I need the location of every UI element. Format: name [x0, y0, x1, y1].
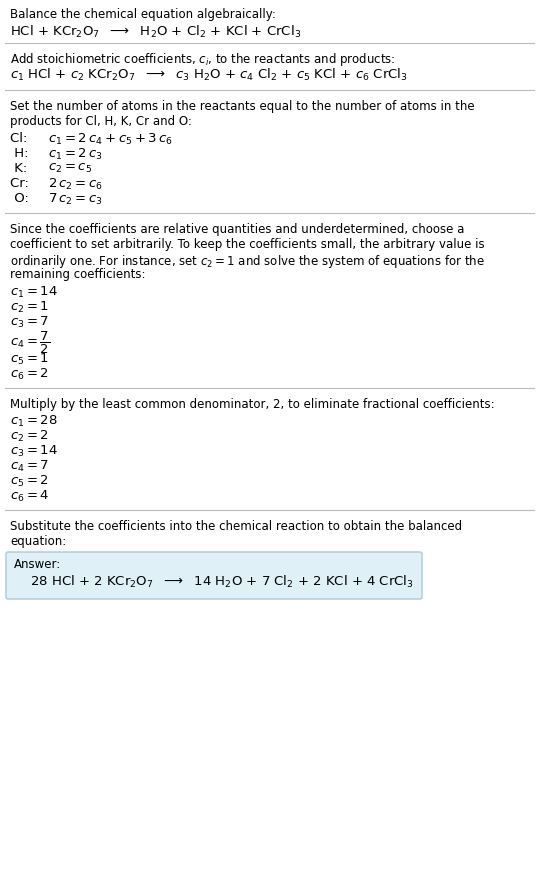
- Text: Answer:: Answer:: [14, 558, 61, 571]
- Text: $c_2 = 2$: $c_2 = 2$: [10, 429, 49, 444]
- Text: O:: O:: [10, 192, 37, 205]
- Text: $c_1 = 28$: $c_1 = 28$: [10, 414, 58, 429]
- Text: $7\,c_2 = c_3$: $7\,c_2 = c_3$: [48, 192, 103, 208]
- Text: equation:: equation:: [10, 535, 66, 548]
- Text: $c_2 = 1$: $c_2 = 1$: [10, 300, 49, 315]
- Text: Multiply by the least common denominator, 2, to eliminate fractional coefficient: Multiply by the least common denominator…: [10, 398, 495, 411]
- Text: $c_1$ HCl + $c_2$ KCr$_2$O$_7$  $\longrightarrow$  $c_3$ H$_2$O + $c_4$ Cl$_2$ +: $c_1$ HCl + $c_2$ KCr$_2$O$_7$ $\longrig…: [10, 67, 407, 83]
- Text: $c_2 = c_5$: $c_2 = c_5$: [48, 162, 92, 175]
- Text: Since the coefficients are relative quantities and underdetermined, choose a: Since the coefficients are relative quan…: [10, 223, 465, 236]
- Text: $c_6 = 4$: $c_6 = 4$: [10, 489, 50, 504]
- Text: 28 HCl + 2 KCr$_2$O$_7$  $\longrightarrow$  14 H$_2$O + 7 Cl$_2$ + 2 KCl + 4 CrC: 28 HCl + 2 KCr$_2$O$_7$ $\longrightarrow…: [30, 574, 414, 590]
- Text: $c_4 = \dfrac{7}{2}$: $c_4 = \dfrac{7}{2}$: [10, 330, 50, 356]
- Text: Add stoichiometric coefficients, $c_i$, to the reactants and products:: Add stoichiometric coefficients, $c_i$, …: [10, 51, 396, 68]
- Text: HCl + KCr$_2$O$_7$  $\longrightarrow$  H$_2$O + Cl$_2$ + KCl + CrCl$_3$: HCl + KCr$_2$O$_7$ $\longrightarrow$ H$_…: [10, 24, 301, 40]
- Text: $c_5 = 1$: $c_5 = 1$: [10, 352, 49, 367]
- Text: ordinarily one. For instance, set $c_2 = 1$ and solve the system of equations fo: ordinarily one. For instance, set $c_2 =…: [10, 253, 485, 270]
- Text: remaining coefficients:: remaining coefficients:: [10, 268, 146, 281]
- Text: $c_6 = 2$: $c_6 = 2$: [10, 367, 49, 382]
- Text: Cr:: Cr:: [10, 177, 37, 190]
- Text: Substitute the coefficients into the chemical reaction to obtain the balanced: Substitute the coefficients into the che…: [10, 520, 462, 533]
- Text: $c_1 = 2\,c_3$: $c_1 = 2\,c_3$: [48, 147, 103, 162]
- Text: coefficient to set arbitrarily. To keep the coefficients small, the arbitrary va: coefficient to set arbitrarily. To keep …: [10, 238, 485, 251]
- Text: K:: K:: [10, 162, 36, 175]
- Text: $c_3 = 7$: $c_3 = 7$: [10, 315, 49, 330]
- Text: products for Cl, H, K, Cr and O:: products for Cl, H, K, Cr and O:: [10, 115, 192, 128]
- Text: $c_1 = 2\,c_4 + c_5 + 3\,c_6$: $c_1 = 2\,c_4 + c_5 + 3\,c_6$: [48, 132, 173, 147]
- Text: $2\,c_2 = c_6$: $2\,c_2 = c_6$: [48, 177, 103, 192]
- Text: $c_1 = 14$: $c_1 = 14$: [10, 285, 58, 300]
- Text: Cl:: Cl:: [10, 132, 36, 145]
- Text: $c_5 = 2$: $c_5 = 2$: [10, 474, 49, 489]
- Text: H:: H:: [10, 147, 37, 160]
- Text: $c_3 = 14$: $c_3 = 14$: [10, 444, 58, 459]
- Text: $c_4 = 7$: $c_4 = 7$: [10, 459, 49, 474]
- Text: Balance the chemical equation algebraically:: Balance the chemical equation algebraica…: [10, 8, 276, 21]
- FancyBboxPatch shape: [6, 552, 422, 599]
- Text: Set the number of atoms in the reactants equal to the number of atoms in the: Set the number of atoms in the reactants…: [10, 100, 475, 113]
